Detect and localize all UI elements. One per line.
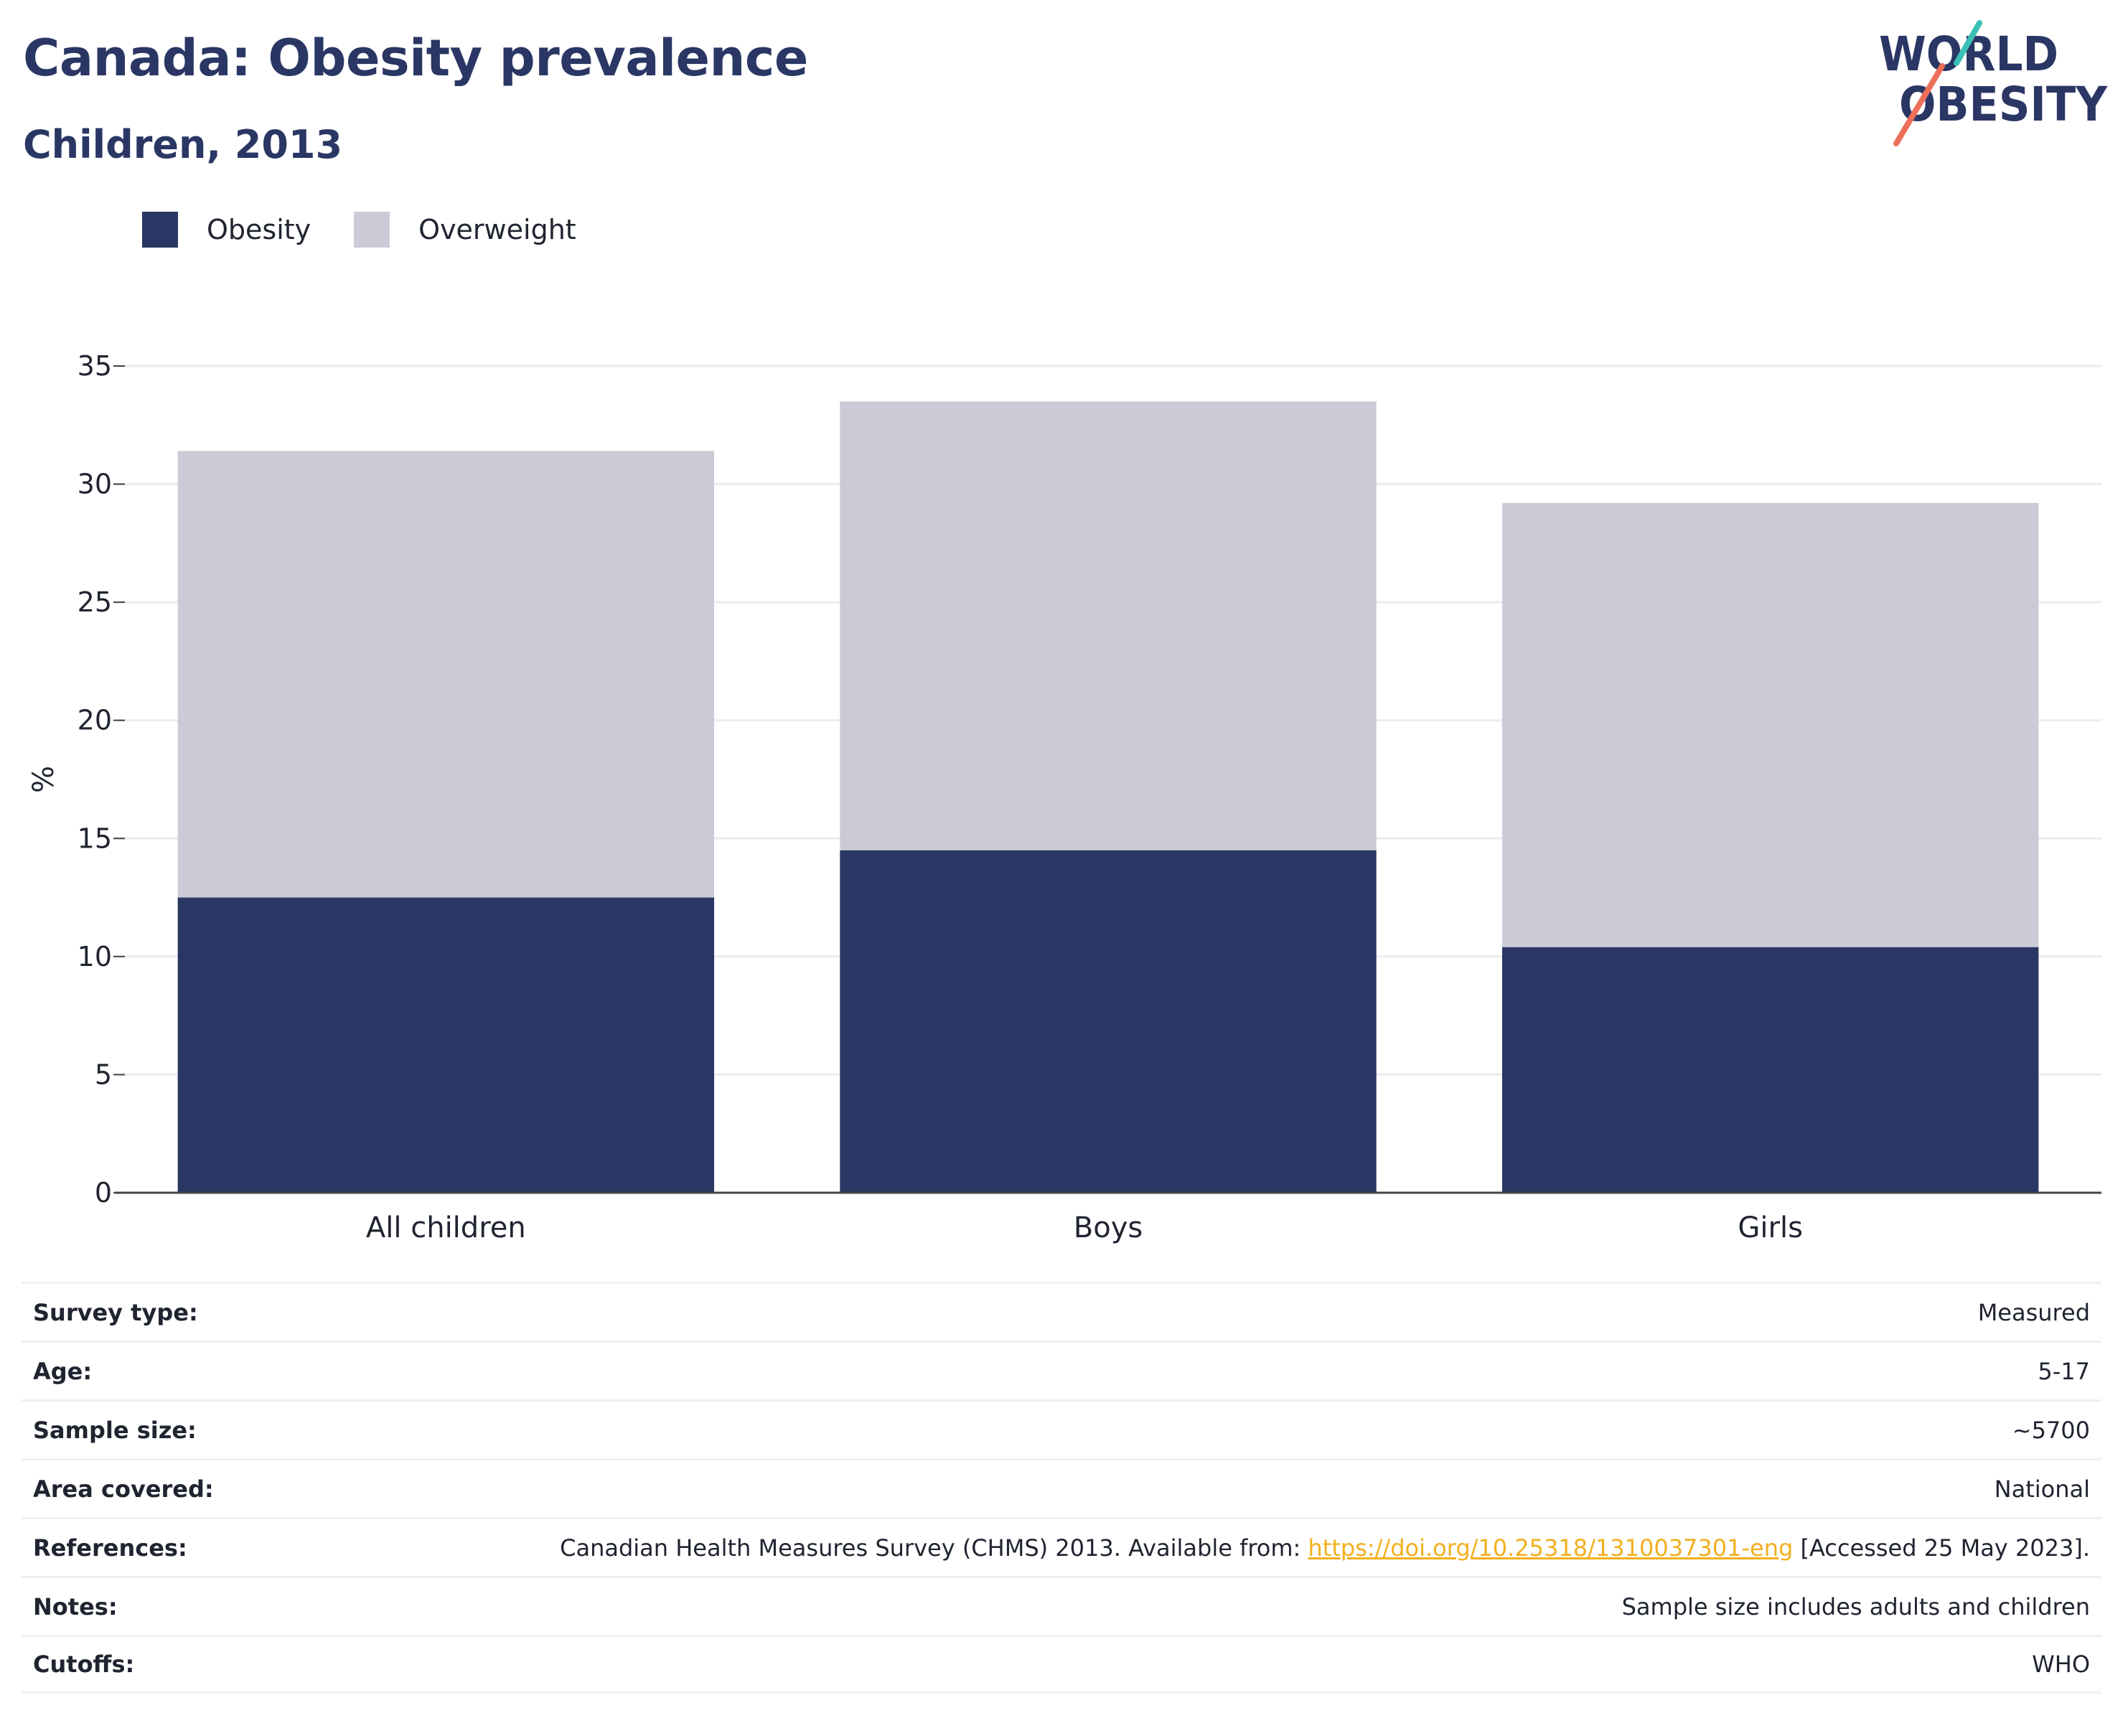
logo-slash-teal xyxy=(1954,20,1982,66)
info-value: ~5700 xyxy=(2012,1416,2090,1444)
logo-text-obesity: OBESITY xyxy=(1899,77,2108,132)
reference-suffix: [Accessed 25 May 2023]. xyxy=(1793,1534,2090,1562)
info-key: Sample size: xyxy=(33,1416,197,1444)
logo-slash-coral xyxy=(1893,63,1945,146)
info-value-references: Canadian Health Measures Survey (CHMS) 2… xyxy=(560,1534,2090,1562)
x-tick-label: All children xyxy=(366,1211,526,1244)
info-key: Cutoffs: xyxy=(33,1651,135,1678)
logo-text-world: WORLD xyxy=(1879,27,2058,82)
bar-overweight xyxy=(1501,502,2039,947)
survey-info-table: Survey type: Measured Age: 5-17 Sample s… xyxy=(22,1282,2101,1694)
info-key: Area covered: xyxy=(33,1475,214,1503)
info-key: Notes: xyxy=(33,1592,118,1620)
info-row-area-covered: Area covered: National xyxy=(22,1458,2101,1517)
y-tick-label: 0 xyxy=(95,1177,112,1209)
bar-obesity xyxy=(840,850,1377,1193)
y-tick-label: 35 xyxy=(78,350,112,382)
legend-label-obesity: Obesity xyxy=(207,214,311,245)
info-key: Survey type: xyxy=(33,1298,198,1326)
info-value: National xyxy=(1994,1475,2090,1503)
chart-title: Canada: Obesity prevalence xyxy=(23,29,808,88)
info-value: Sample size includes adults and children xyxy=(1621,1592,2090,1620)
legend-swatch-overweight xyxy=(354,212,390,248)
legend-swatch-obesity xyxy=(142,212,178,248)
bar-obesity xyxy=(177,897,715,1193)
info-value: 5-17 xyxy=(2038,1357,2090,1385)
bar-chart: 0 5 10 15 20 25 30 35% All children Boys Girls xyxy=(27,350,2101,1244)
y-tick-label: 30 xyxy=(78,469,112,500)
y-tick-label: 20 xyxy=(78,705,112,736)
info-key: Age: xyxy=(33,1357,93,1385)
y-tick-label: 10 xyxy=(78,941,112,972)
info-row-references: References: Canadian Health Measures Sur… xyxy=(22,1517,2101,1576)
x-tick-label: Girls xyxy=(1738,1211,1803,1244)
y-tick-label: 25 xyxy=(78,586,112,618)
info-row-sample-size: Sample size: ~5700 xyxy=(22,1399,2101,1458)
reference-prefix: Canadian Health Measures Survey (CHMS) 2… xyxy=(560,1534,1308,1562)
legend-item-obesity[interactable]: Obesity xyxy=(142,212,311,248)
info-key: References: xyxy=(33,1534,187,1562)
info-value: WHO xyxy=(2032,1651,2090,1678)
x-tick-label: Boys xyxy=(1074,1211,1143,1244)
info-row-notes: Notes: Sample size includes adults and c… xyxy=(22,1576,2101,1635)
bar-obesity xyxy=(1501,947,2039,1193)
y-axis-label: % xyxy=(27,766,60,793)
chart-legend: Obesity Overweight xyxy=(142,208,619,251)
y-tick-label: 15 xyxy=(78,822,112,854)
info-value: Measured xyxy=(1977,1298,2090,1326)
info-row-survey-type: Survey type: Measured xyxy=(22,1282,2101,1341)
legend-label-overweight: Overweight xyxy=(418,214,576,245)
legend-item-overweight[interactable]: Overweight xyxy=(354,212,576,248)
bar-overweight xyxy=(840,401,1377,850)
reference-link[interactable]: https://doi.org/10.25318/1310037301-eng xyxy=(1308,1534,1794,1562)
world-obesity-logo: WORLD OBESITY xyxy=(1879,20,2108,146)
info-row-cutoffs: Cutoffs: WHO xyxy=(22,1635,2101,1694)
chart-subtitle: Children, 2013 xyxy=(23,122,343,167)
bar-overweight xyxy=(177,451,715,898)
info-row-age: Age: 5-17 xyxy=(22,1341,2101,1399)
y-tick-label: 5 xyxy=(95,1059,112,1090)
